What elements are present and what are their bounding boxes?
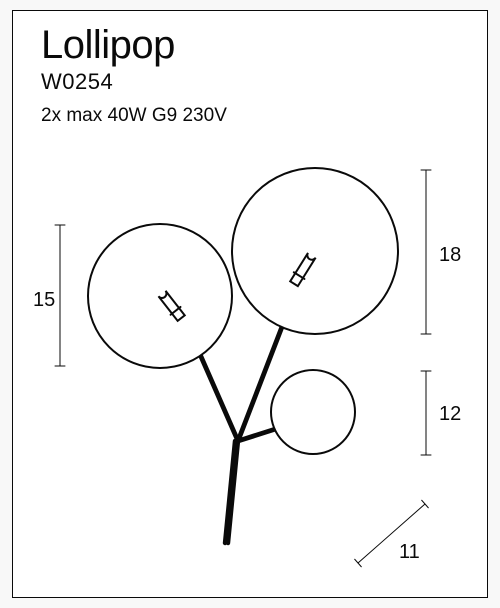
technical-drawing bbox=[13, 11, 487, 597]
frame: Lollipop W0254 2x max 40W G9 230V 15 18 … bbox=[12, 10, 488, 598]
page: Lollipop W0254 2x max 40W G9 230V 15 18 … bbox=[0, 0, 500, 608]
